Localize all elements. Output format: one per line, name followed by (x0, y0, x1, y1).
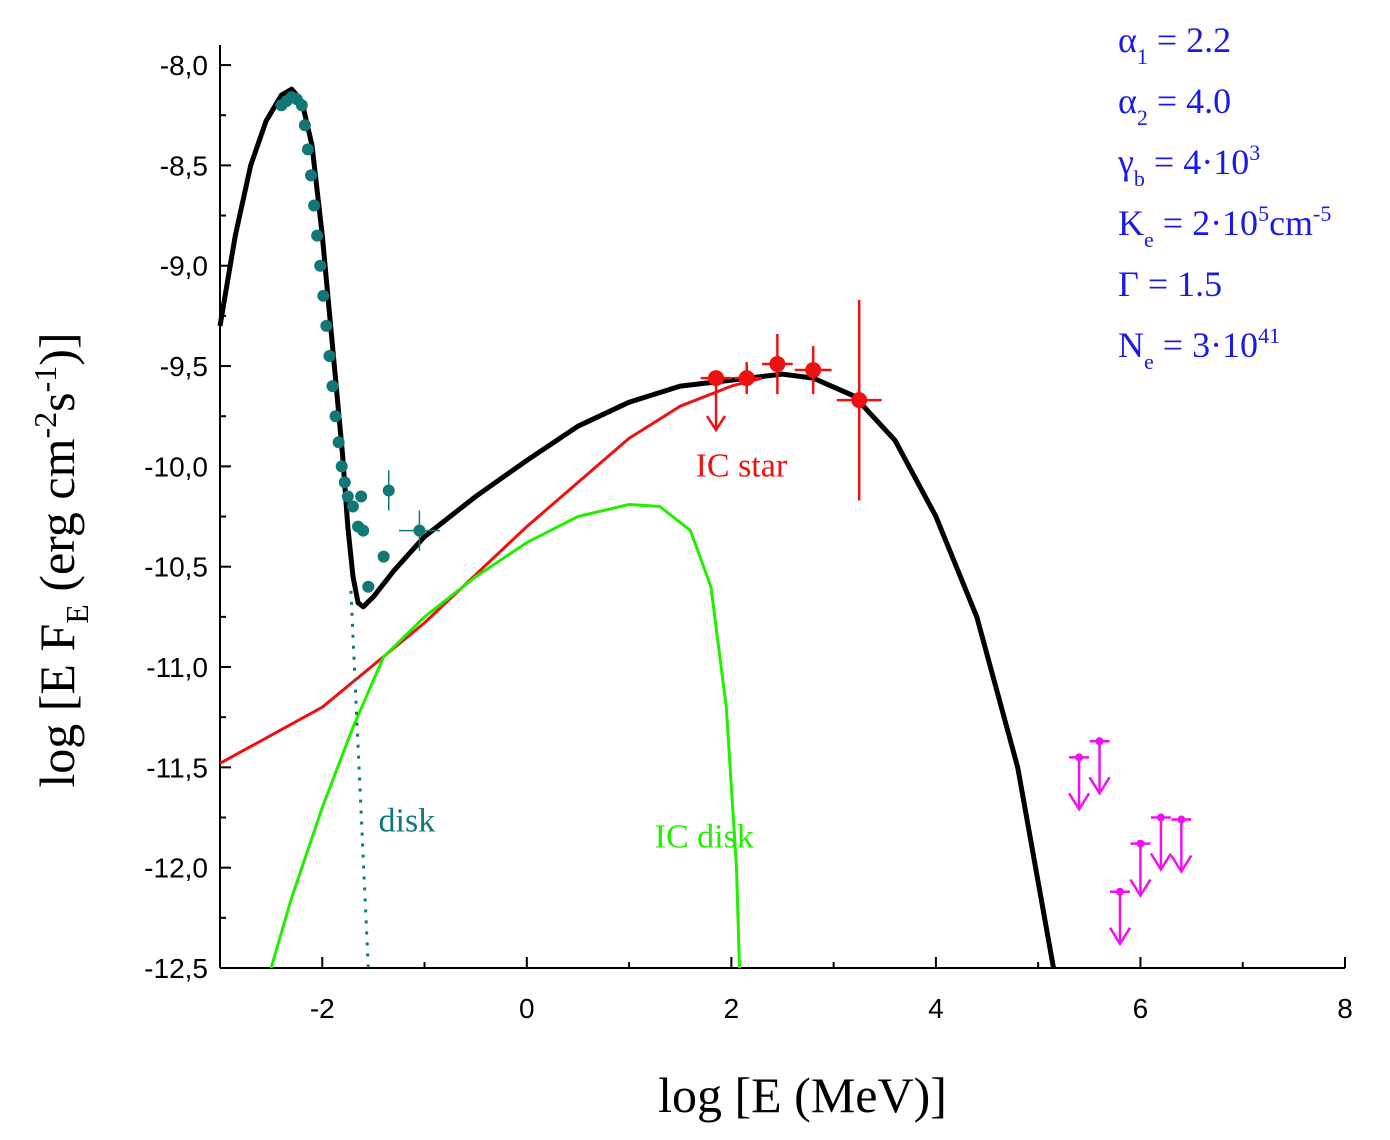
disk-point (305, 169, 318, 182)
tev-upper-limit-arrowhead (1129, 878, 1152, 898)
y-tick-label: -12,5 (144, 953, 208, 984)
disk-point (338, 476, 351, 489)
disk-point (308, 199, 321, 212)
parameter: α2 = 4.0 (1118, 81, 1231, 130)
disk-point (317, 289, 330, 302)
disk-point (301, 143, 314, 156)
y-tick-label: -9,5 (160, 351, 208, 382)
y-tick-label: -11,5 (146, 752, 208, 783)
fermi-point (805, 362, 822, 379)
y-tick-label: -10,0 (144, 451, 208, 482)
x-tick-label: 6 (1133, 993, 1149, 1024)
tev-upper-limit-arrowhead (1088, 776, 1111, 796)
disk-point (329, 410, 342, 423)
y-tick-label: -10,5 (144, 552, 208, 583)
disk-point (311, 229, 324, 242)
disk-point (335, 460, 348, 473)
tev-upper-limit-arrowhead (1068, 792, 1091, 812)
disk-point (332, 436, 345, 449)
curve-label: IC star (696, 447, 788, 484)
disk-point (314, 259, 327, 272)
series-ic-disk (269, 503, 741, 969)
y-tick-label: -11,0 (146, 652, 208, 683)
axes: -8,0 -8,5 -9,0 -9,5 -10,0 -10,5 -11,0 -11,5 -12,… (27, 45, 1353, 1123)
tev-upper-limit-arrowhead (1108, 927, 1132, 947)
y-tick-label: -8,0 (160, 50, 208, 81)
series-ic-star (219, 376, 763, 765)
disk-point (295, 99, 308, 112)
fermi-point (769, 356, 786, 373)
fermi-point (851, 392, 868, 409)
y-tick-label: -8,5 (160, 150, 208, 181)
disk-point (320, 319, 333, 332)
x-tick-label: 4 (928, 993, 944, 1024)
data-points (275, 91, 1193, 947)
fermi-point (738, 370, 755, 387)
disk-point (326, 380, 339, 393)
disk-point (362, 580, 375, 593)
x-tick-label: -2 (310, 993, 335, 1024)
y-axis-title: log [E FE (erg cm-2s-1)] (27, 332, 95, 787)
curve-label: IC disk (655, 819, 754, 856)
parameter: Γ = 1.5 (1118, 264, 1222, 304)
x-axis-title: log [E (MeV)] (658, 1067, 947, 1123)
series-lines (217, 86, 1056, 969)
disk-point (346, 500, 359, 513)
y-tick-label: -9,0 (160, 251, 208, 282)
parameter-list: α1 = 2.2 α2 = 4.0 γb = 4·103 Ke = 2·105cm-5… (1117, 20, 1331, 374)
parameter: Ke = 2·105cm-5 (1118, 201, 1331, 252)
disk-point (377, 550, 390, 563)
parameter: α1 = 2.2 (1118, 20, 1231, 69)
disk-point (298, 119, 311, 132)
series-total (217, 86, 1056, 969)
x-tick-label: 0 (519, 993, 535, 1024)
fermi-upper-limit-arrowhead (705, 415, 727, 433)
parameter: Ne = 3·1041 (1118, 323, 1280, 374)
series-disk (349, 590, 370, 969)
annotations: IC star IC disk disk (379, 447, 788, 855)
y-tick-label: -12,0 (144, 853, 208, 884)
disk-point (341, 490, 354, 503)
parameter: γb = 4·103 (1117, 140, 1260, 191)
x-tick-label: 8 (1337, 993, 1353, 1024)
tev-upper-limit-arrowhead (1149, 852, 1172, 872)
disk-point (357, 524, 370, 537)
disk-point (355, 490, 368, 503)
x-tick-label: 2 (724, 993, 740, 1024)
curve-label: disk (379, 803, 436, 840)
disk-point (323, 350, 336, 363)
tev-upper-limit-arrowhead (1170, 854, 1193, 874)
